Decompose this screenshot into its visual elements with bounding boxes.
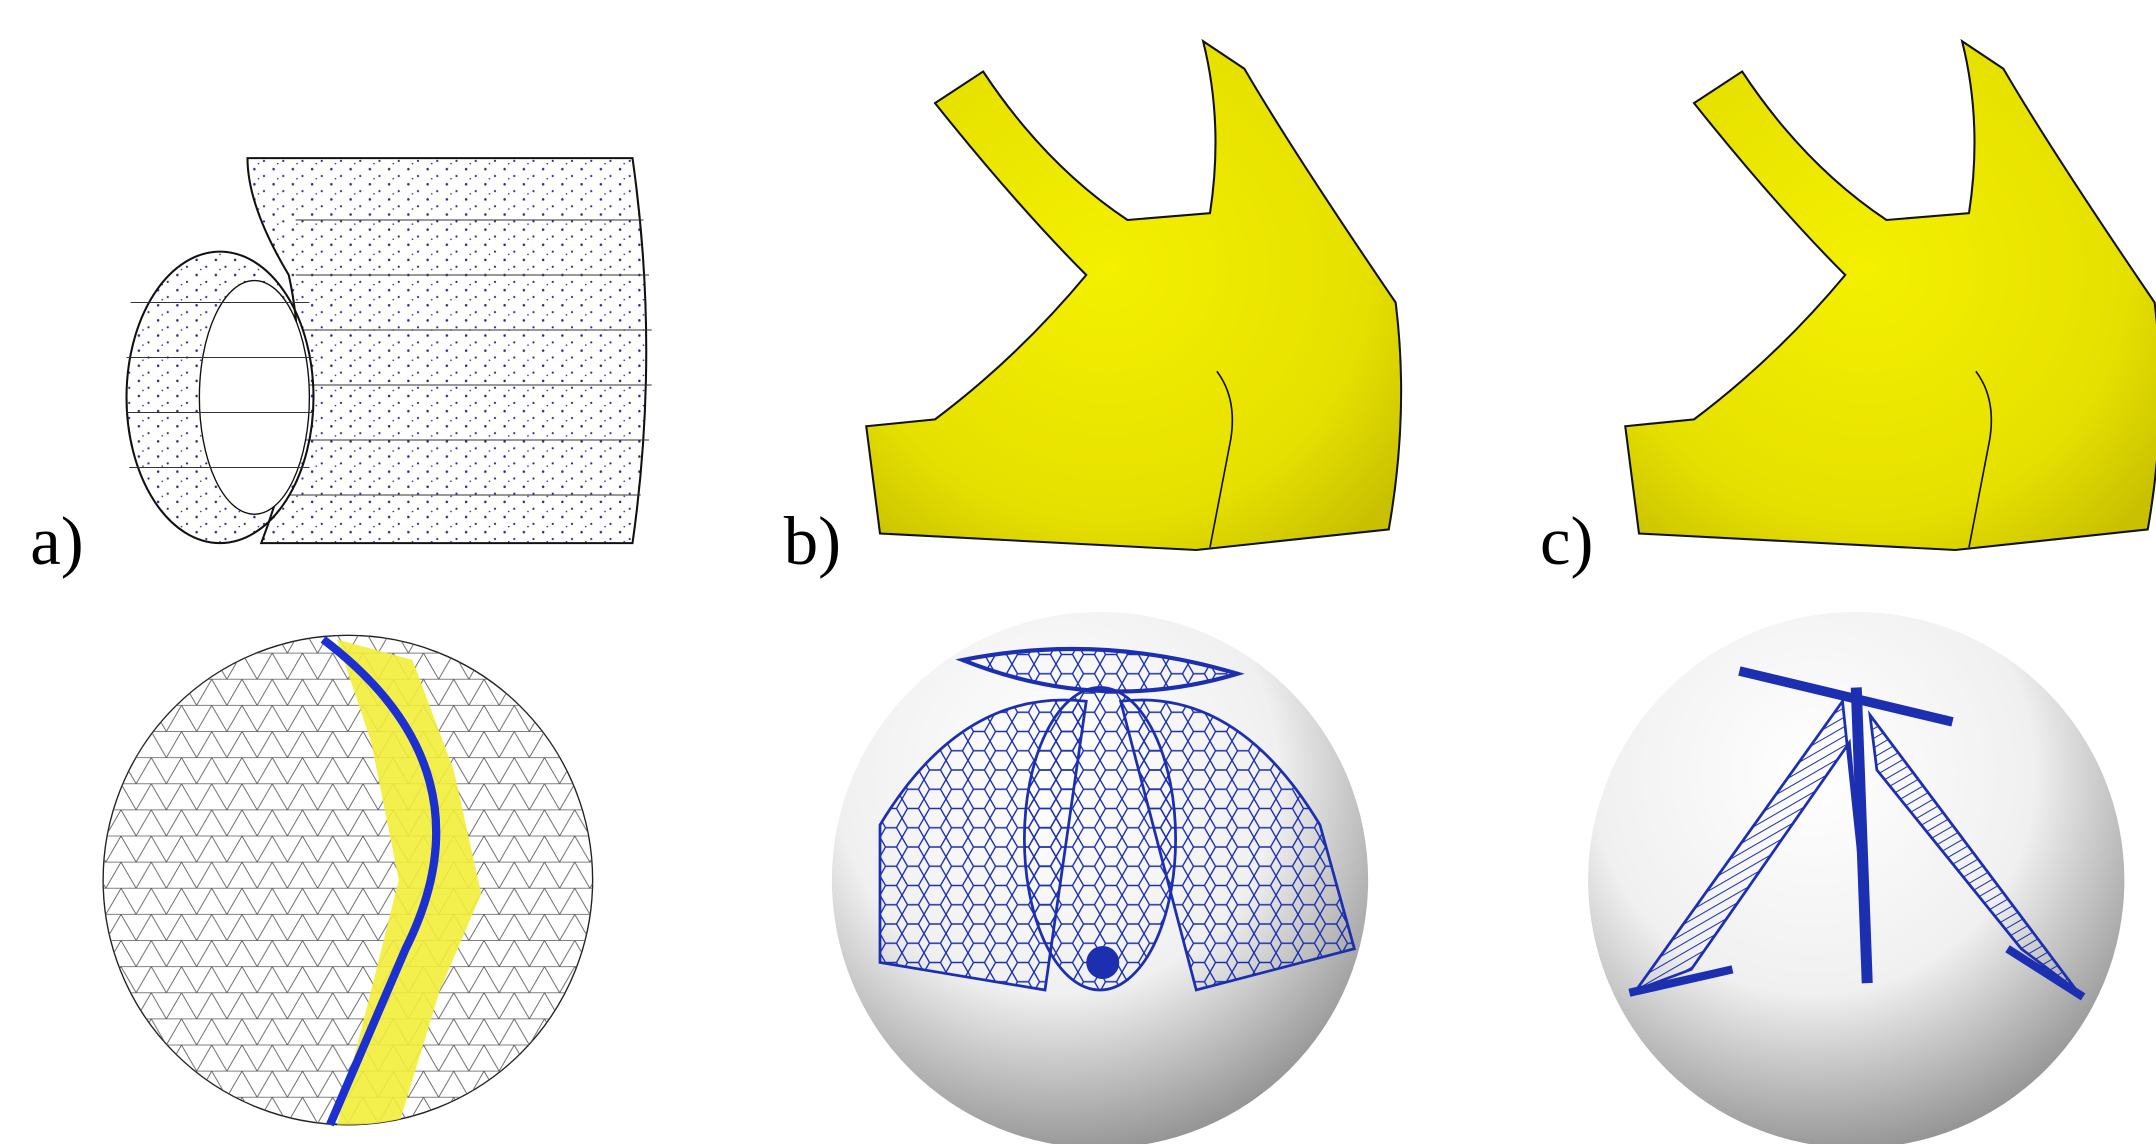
panel-label: c) [1540,503,1593,579]
cylinder-illustration [125,157,652,545]
sphere-c [1588,611,2125,1144]
surface-b [865,38,1403,552]
mesh-sphere [102,634,594,1127]
surface-c [1624,38,2156,552]
sphere-b [831,611,1369,1144]
panel-label: a) [30,503,83,579]
panel-label: b) [784,503,841,579]
